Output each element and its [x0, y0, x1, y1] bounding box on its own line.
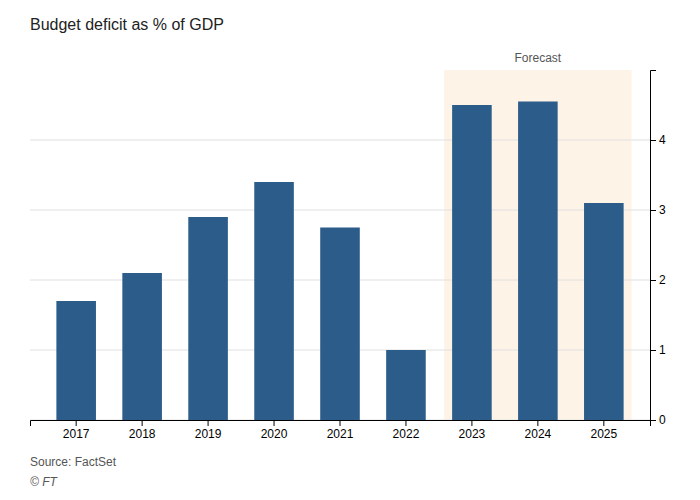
y-axis: 0 1 2 3 4: [650, 71, 666, 428]
x-tick-label: 2024: [525, 427, 552, 441]
x-tick: 2021: [327, 420, 354, 441]
x-tick-label: 2023: [459, 427, 486, 441]
bar: [320, 228, 360, 421]
y-tick-label: 2: [659, 273, 666, 287]
y-tick-label: 3: [659, 203, 666, 217]
bar: [56, 301, 96, 420]
x-tick: 2023: [459, 420, 486, 441]
y-tick-mark: [650, 350, 656, 351]
x-tick-label: 2020: [261, 427, 288, 441]
x-tick-label: 2025: [590, 427, 617, 441]
x-tick-mark: [537, 420, 538, 426]
x-tick-label: 2021: [327, 427, 354, 441]
y-tick: 1: [650, 343, 666, 357]
x-tick: 2022: [393, 420, 420, 441]
x-tick-mark: [208, 420, 209, 426]
x-tick-mark: [603, 420, 604, 426]
y-tick: 3: [650, 203, 666, 217]
plot: 2017 2018 2019 2020 2021 2022 2023 2024 2025 0 1 2 3…: [30, 51, 666, 441]
bar: [386, 350, 426, 420]
source: Source: FactSet: [30, 455, 117, 469]
x-tick-mark: [274, 420, 275, 426]
x-axis-line: [31, 421, 651, 427]
bar: [122, 273, 162, 420]
bar: [188, 217, 228, 420]
y-tick-label: 4: [659, 133, 666, 147]
credit: © FT: [30, 475, 59, 489]
bar: [452, 105, 492, 420]
chart: 2017 2018 2019 2020 2021 2022 2023 2024 2025 0 1 2 3…: [0, 0, 700, 500]
x-tick: 2017: [63, 420, 90, 441]
x-tick: 2018: [129, 420, 156, 441]
x-tick-label: 2017: [63, 427, 90, 441]
y-tick-mark: [650, 140, 656, 141]
x-tick: 2020: [261, 420, 288, 441]
y-tick-mark: [650, 210, 656, 211]
x-tick-mark: [471, 420, 472, 426]
y-tick: 0: [650, 413, 666, 427]
x-tick-label: 2018: [129, 427, 156, 441]
x-tick-mark: [76, 420, 77, 426]
y-tick-mark: [650, 420, 656, 421]
bar: [254, 182, 294, 420]
title: Budget deficit as % of GDP: [30, 16, 224, 33]
y-tick: 2: [650, 273, 666, 287]
y-tick-mark: [650, 280, 656, 281]
x-tick-mark: [340, 420, 341, 426]
x-tick: 2025: [590, 420, 617, 441]
y-axis-line: [651, 71, 657, 421]
bar: [584, 203, 624, 420]
x-tick-mark: [142, 420, 143, 426]
y-tick-label: 1: [659, 343, 666, 357]
forecast-band: [444, 70, 631, 420]
forecast-label: Forecast: [515, 51, 562, 65]
forecast-layer: [444, 70, 631, 420]
x-tick-label: 2019: [195, 427, 222, 441]
x-axis: 2017 2018 2019 2020 2021 2022 2023 2024 2025: [31, 420, 651, 441]
y-tick: 4: [650, 133, 666, 147]
bars: [56, 102, 623, 421]
x-tick: 2019: [195, 420, 222, 441]
bar: [518, 102, 558, 421]
x-tick-mark: [405, 420, 406, 426]
x-tick-label: 2022: [393, 427, 420, 441]
y-tick-label: 0: [659, 413, 666, 427]
x-tick: 2024: [525, 420, 552, 441]
